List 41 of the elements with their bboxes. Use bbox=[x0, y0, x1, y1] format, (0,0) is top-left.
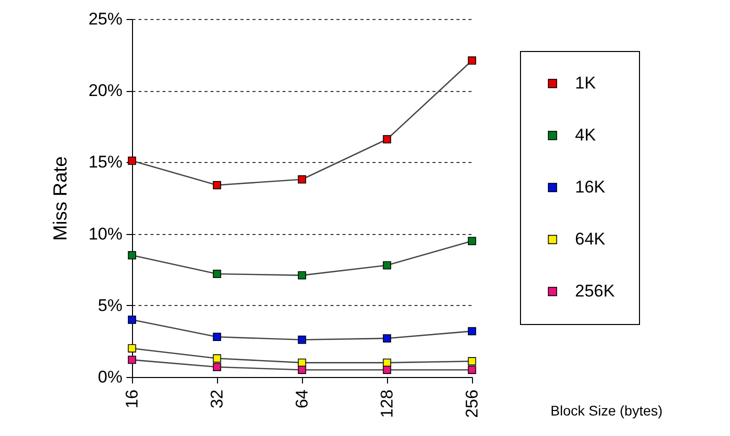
point bbox=[382, 135, 392, 144]
point bbox=[298, 175, 306, 184]
point bbox=[468, 56, 476, 65]
y-tick-label: 20% bbox=[88, 81, 122, 100]
point bbox=[128, 316, 136, 324]
point bbox=[128, 356, 136, 364]
legend-label: 4K bbox=[575, 126, 596, 144]
point bbox=[298, 336, 306, 344]
point bbox=[212, 332, 222, 342]
x-tick-label: 128 bbox=[378, 390, 396, 418]
point bbox=[382, 261, 392, 270]
y-tick-label: 25% bbox=[88, 10, 122, 28]
y-tick-label: 0% bbox=[98, 368, 122, 386]
point bbox=[212, 354, 222, 362]
point bbox=[382, 334, 392, 342]
legend-label: 64K bbox=[575, 230, 606, 248]
point bbox=[128, 156, 136, 165]
point bbox=[468, 357, 476, 366]
y-tick-label: 15% bbox=[88, 152, 122, 172]
point bbox=[298, 366, 306, 374]
x-tick-label: 256 bbox=[462, 390, 482, 418]
x-tick-label: 16 bbox=[122, 390, 142, 408]
y-axis-title: Miss Rate bbox=[50, 156, 72, 241]
legend-label: 16K bbox=[575, 178, 606, 196]
x-tick-label: 32 bbox=[208, 390, 226, 408]
point bbox=[468, 327, 476, 336]
legend-label: 256K bbox=[575, 282, 616, 300]
point bbox=[212, 362, 222, 372]
y-tick-label: 10% bbox=[88, 224, 122, 244]
y-tick-label: 5% bbox=[98, 296, 122, 315]
point bbox=[468, 236, 476, 246]
point bbox=[382, 366, 392, 374]
point bbox=[212, 270, 222, 278]
point bbox=[128, 344, 136, 352]
point bbox=[128, 251, 136, 260]
x-axis-title: Block Size (bytes) bbox=[550, 402, 663, 418]
point bbox=[212, 181, 222, 190]
legend-label: 1K bbox=[575, 74, 596, 92]
point bbox=[468, 366, 476, 374]
x-tick-label: 64 bbox=[292, 390, 312, 408]
point bbox=[298, 271, 306, 280]
